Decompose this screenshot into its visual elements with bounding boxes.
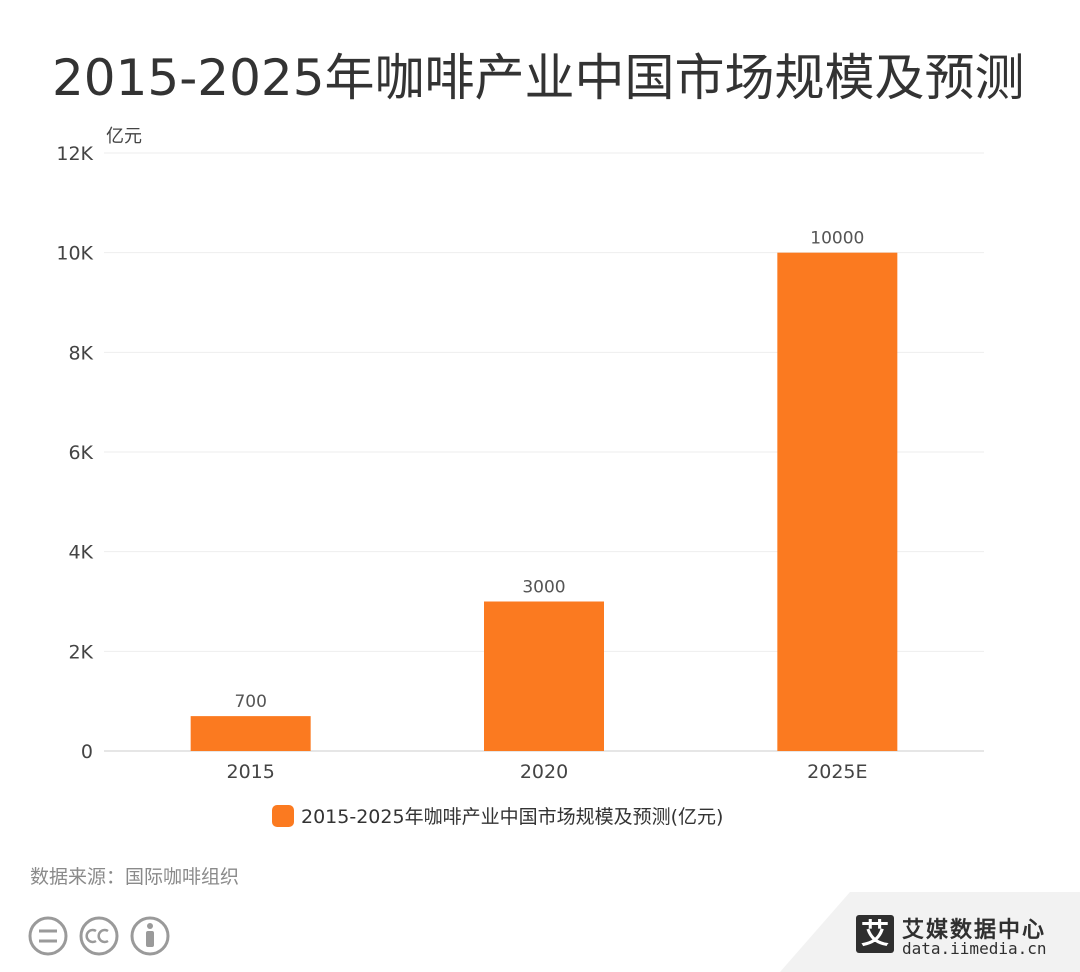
y-tick-label: 12K: [56, 143, 93, 165]
equal-icon: [28, 916, 68, 956]
x-tick-label: 2020: [520, 761, 568, 783]
brand-url: data.iimedia.cn: [902, 939, 1047, 958]
data-source: 数据来源：国际咖啡组织: [30, 866, 240, 888]
bar-2015: [190, 716, 311, 751]
legend-label: 2015-2025年咖啡产业中国市场规模及预测(亿元): [301, 806, 723, 828]
legend: 2015-2025年咖啡产业中国市场规模及预测(亿元): [272, 805, 723, 828]
bar-value-label: 3000: [522, 578, 565, 598]
bar-2025E: [777, 252, 898, 751]
attribution-person-icon: [130, 916, 170, 956]
y-tick-label: 0: [81, 741, 93, 763]
y-axis-unit-label: 亿元: [106, 126, 142, 147]
y-axis-ticks: 0 2K 4K 6K 8K 10K 12K: [56, 143, 93, 763]
bar-2020: [484, 601, 604, 751]
x-tick-label: 2025E: [807, 761, 867, 783]
bars: 700 3000 10000: [190, 229, 898, 751]
footer-decoration: [780, 892, 1080, 972]
y-tick-label: 8K: [68, 342, 93, 364]
brand-name: 艾媒数据中心: [902, 918, 1047, 943]
brand-logo-icon: 艾: [856, 915, 894, 953]
y-tick-label: 10K: [56, 243, 93, 265]
bar-chart: 0 2K 4K 6K 8K 10K 12K 亿元 700 3000 10000 2015 2020…: [56, 126, 984, 828]
x-tick-label: 2015: [226, 761, 274, 783]
grid-lines: [104, 152, 984, 652]
creative-commons-icon: [79, 916, 119, 956]
page-title: 2015-2025年咖啡产业中国市场规模及预测: [52, 49, 1025, 107]
y-tick-label: 6K: [68, 442, 93, 464]
legend-swatch: [272, 805, 294, 827]
y-tick-label: 4K: [68, 542, 93, 564]
x-axis-ticks: 2015 2020 2025E: [226, 761, 867, 783]
y-tick-label: 2K: [68, 641, 93, 663]
bar-value-label: 700: [234, 692, 266, 712]
bar-value-label: 10000: [810, 229, 864, 249]
license-icons: [28, 916, 170, 956]
